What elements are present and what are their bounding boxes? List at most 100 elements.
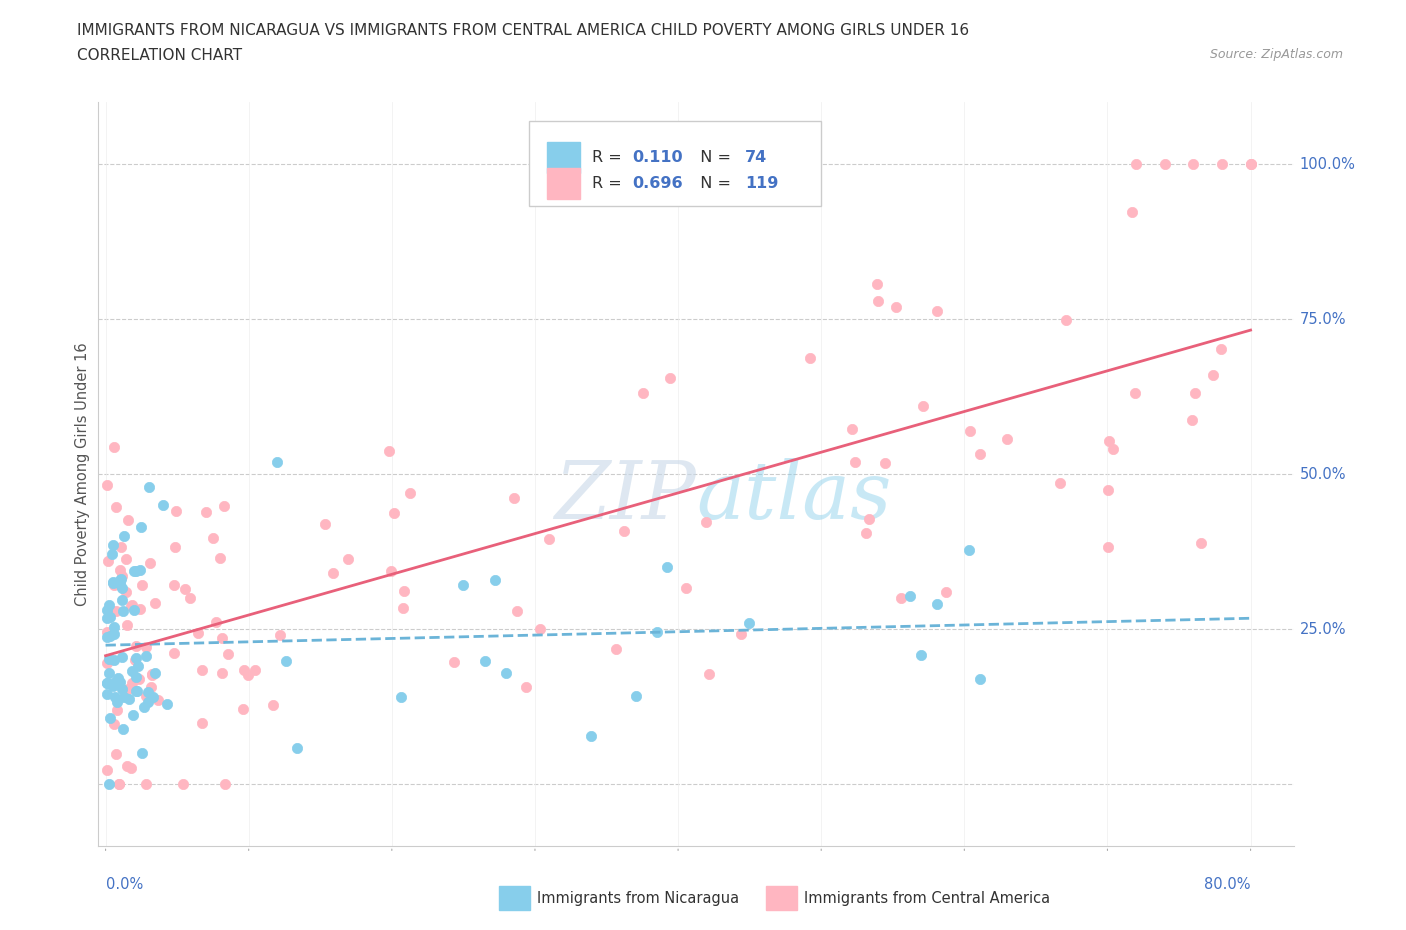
Point bbox=[266, 455, 288, 470]
Point bbox=[925, 303, 948, 318]
Point bbox=[108, 563, 131, 578]
Point bbox=[285, 740, 308, 755]
Point bbox=[103, 576, 125, 591]
Point bbox=[129, 562, 152, 577]
Point bbox=[101, 546, 124, 561]
Text: N =: N = bbox=[690, 150, 737, 165]
Point bbox=[111, 650, 134, 665]
Point bbox=[1049, 476, 1071, 491]
Point bbox=[1239, 157, 1261, 172]
Point bbox=[96, 763, 118, 777]
Point bbox=[108, 577, 131, 591]
Point bbox=[1153, 157, 1175, 172]
Point bbox=[122, 708, 145, 723]
Point bbox=[108, 573, 131, 588]
Point bbox=[1184, 386, 1206, 401]
Point bbox=[124, 684, 146, 698]
Point bbox=[148, 692, 170, 707]
Point bbox=[172, 777, 194, 791]
FancyBboxPatch shape bbox=[547, 141, 581, 173]
Point bbox=[152, 498, 174, 512]
Point bbox=[104, 689, 127, 704]
Point bbox=[391, 601, 413, 616]
Point bbox=[232, 702, 254, 717]
Point bbox=[135, 777, 157, 791]
Point bbox=[884, 299, 907, 314]
Point bbox=[125, 651, 148, 666]
Point bbox=[121, 598, 143, 613]
Point bbox=[844, 455, 866, 470]
Point bbox=[1211, 342, 1233, 357]
Point bbox=[131, 578, 153, 592]
Point bbox=[111, 604, 134, 618]
Point bbox=[107, 777, 129, 791]
Point bbox=[1239, 157, 1261, 172]
Point bbox=[105, 695, 128, 710]
Point bbox=[135, 688, 157, 703]
Point bbox=[103, 439, 125, 454]
Point bbox=[474, 654, 496, 669]
Point bbox=[1097, 539, 1119, 554]
Point bbox=[132, 699, 155, 714]
Point bbox=[697, 666, 720, 681]
Point bbox=[1097, 483, 1119, 498]
Y-axis label: Child Poverty Among Girls Under 16: Child Poverty Among Girls Under 16 bbox=[75, 342, 90, 606]
Text: IMMIGRANTS FROM NICARAGUA VS IMMIGRANTS FROM CENTRAL AMERICA CHILD POVERTY AMONG: IMMIGRANTS FROM NICARAGUA VS IMMIGRANTS … bbox=[77, 23, 970, 38]
Point bbox=[1181, 413, 1204, 428]
Point bbox=[195, 505, 218, 520]
Point bbox=[120, 761, 142, 776]
Point bbox=[117, 512, 139, 527]
Point bbox=[96, 687, 118, 702]
Point bbox=[875, 456, 897, 471]
Point bbox=[96, 675, 118, 690]
Point bbox=[121, 676, 143, 691]
Point bbox=[201, 530, 224, 545]
Point bbox=[124, 603, 146, 618]
Point bbox=[138, 694, 160, 709]
Text: 0.696: 0.696 bbox=[633, 176, 683, 191]
Point bbox=[138, 555, 160, 570]
Point bbox=[969, 671, 991, 686]
Point bbox=[103, 652, 125, 667]
Text: 74: 74 bbox=[745, 150, 768, 165]
Point bbox=[112, 528, 135, 543]
Point bbox=[269, 628, 291, 643]
Point bbox=[506, 604, 529, 618]
Point bbox=[128, 602, 150, 617]
Point bbox=[96, 478, 118, 493]
Point bbox=[382, 506, 405, 521]
Point bbox=[156, 697, 179, 711]
Point bbox=[190, 663, 212, 678]
Point bbox=[143, 666, 166, 681]
Point bbox=[1102, 441, 1125, 456]
Point bbox=[165, 539, 187, 554]
Point bbox=[626, 689, 648, 704]
Point bbox=[233, 662, 256, 677]
Point bbox=[115, 618, 138, 632]
Point bbox=[96, 630, 118, 644]
Point bbox=[187, 626, 209, 641]
Point bbox=[124, 652, 146, 667]
Point bbox=[969, 446, 991, 461]
Text: Immigrants from Nicaragua: Immigrants from Nicaragua bbox=[537, 891, 740, 906]
Point bbox=[855, 525, 877, 540]
Point bbox=[613, 524, 636, 538]
Point bbox=[104, 674, 127, 689]
Point bbox=[96, 656, 118, 671]
Text: 80.0%: 80.0% bbox=[1204, 877, 1250, 892]
Point bbox=[841, 421, 863, 436]
Text: 25.0%: 25.0% bbox=[1299, 622, 1346, 637]
Point bbox=[579, 728, 602, 743]
Text: 0.110: 0.110 bbox=[633, 150, 683, 165]
Point bbox=[110, 539, 132, 554]
Text: 119: 119 bbox=[745, 176, 779, 191]
Text: 100.0%: 100.0% bbox=[1299, 157, 1355, 172]
Text: Source: ZipAtlas.com: Source: ZipAtlas.com bbox=[1209, 48, 1343, 61]
Point bbox=[959, 423, 981, 438]
Point bbox=[910, 648, 932, 663]
Point bbox=[96, 625, 118, 640]
Point bbox=[243, 663, 266, 678]
Point bbox=[112, 690, 135, 705]
Point bbox=[108, 777, 131, 791]
Point bbox=[380, 564, 402, 578]
